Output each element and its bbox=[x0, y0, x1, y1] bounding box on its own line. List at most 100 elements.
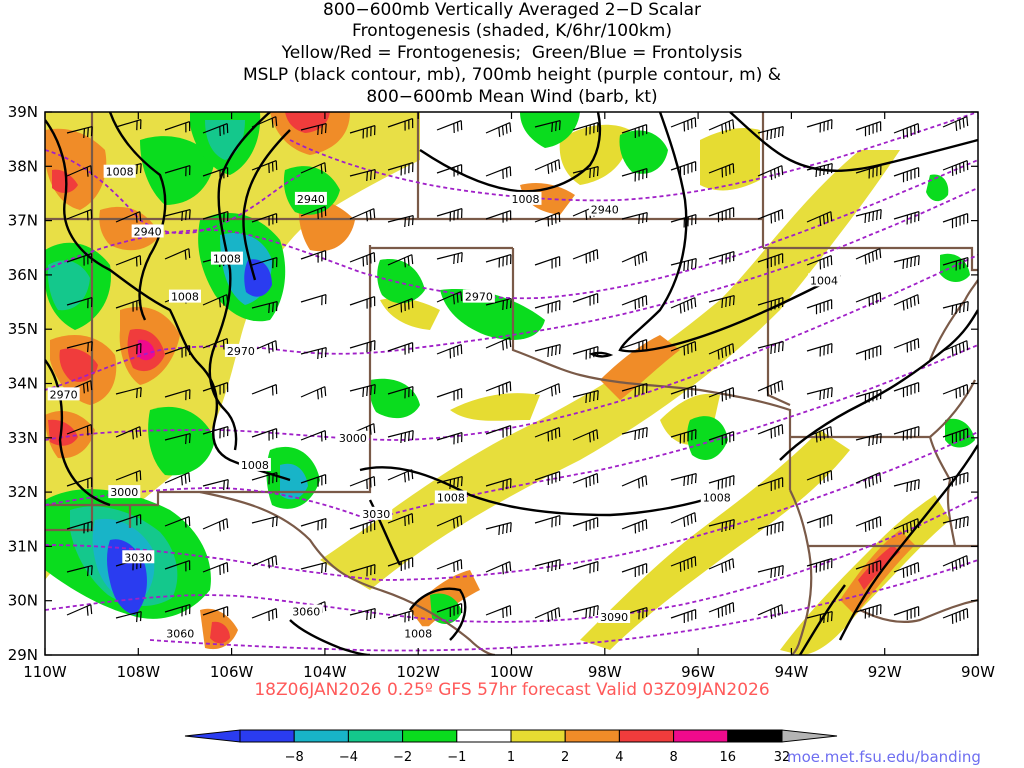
wind-barb bbox=[942, 428, 969, 444]
wind-barb bbox=[300, 293, 327, 306]
wind-barb bbox=[621, 475, 648, 489]
height-label: 3090 bbox=[598, 609, 631, 624]
wind-barb bbox=[300, 517, 327, 531]
wind-barb bbox=[66, 604, 93, 616]
wind-barb bbox=[300, 386, 327, 400]
wind-barb bbox=[300, 206, 327, 219]
wind-barb bbox=[621, 519, 648, 534]
wind-barb bbox=[572, 165, 599, 179]
lon-tick-label: 96W bbox=[681, 663, 715, 681]
wind-barb bbox=[893, 562, 920, 578]
height-label: 3000 bbox=[336, 430, 369, 445]
wind-barb bbox=[115, 514, 142, 526]
wind-barb bbox=[757, 604, 784, 619]
wind-barb bbox=[670, 213, 697, 228]
wind-barb bbox=[708, 294, 735, 309]
wind-barb bbox=[164, 248, 191, 260]
wind-barb bbox=[572, 604, 599, 619]
wind-barb bbox=[942, 515, 969, 530]
lat-tick-label: 30N bbox=[8, 592, 38, 610]
wind-barb bbox=[757, 520, 784, 536]
svg-text:1008: 1008 bbox=[241, 459, 269, 472]
wind-barb bbox=[164, 472, 191, 486]
title-line-3: Yellow/Red = Frontogenesis; Green/Blue =… bbox=[281, 43, 743, 63]
wind-barb bbox=[708, 602, 735, 618]
wind-barb bbox=[485, 122, 512, 137]
wind-barb bbox=[66, 125, 93, 139]
frontogenesis-colorbar: −8 −4 −2 −1 1 2 4 8 16 32 bbox=[184, 729, 838, 765]
colorbar-label: 4 bbox=[615, 750, 623, 765]
wind-barb bbox=[855, 208, 882, 224]
wind-barb bbox=[66, 296, 93, 309]
wind-barb bbox=[942, 160, 969, 176]
wind-barb bbox=[202, 382, 229, 395]
colorbar-label: 2 bbox=[561, 750, 569, 765]
credit-url[interactable]: moe.met.fsu.edu/banding bbox=[787, 748, 981, 766]
wind-barb bbox=[708, 250, 735, 265]
wind-barb bbox=[534, 383, 561, 397]
wind-barb bbox=[534, 119, 561, 133]
wind-barb bbox=[436, 559, 463, 572]
wind-barb bbox=[202, 294, 229, 308]
wind-barb bbox=[708, 474, 735, 490]
wind-barb bbox=[534, 212, 561, 227]
wind-barb bbox=[485, 297, 512, 311]
wind-barb bbox=[893, 294, 920, 311]
wind-barb bbox=[66, 209, 93, 221]
wind-barb bbox=[485, 425, 512, 438]
wind-barb bbox=[387, 429, 414, 444]
svg-text:3000: 3000 bbox=[339, 432, 367, 445]
mslp-label: 1008 bbox=[238, 457, 271, 472]
wind-barb bbox=[485, 477, 512, 491]
wind-barb bbox=[893, 167, 920, 183]
wind-barb bbox=[806, 211, 833, 226]
wind-barb bbox=[436, 388, 463, 401]
wind-barb bbox=[300, 122, 327, 136]
wind-barb bbox=[534, 159, 561, 174]
wind-barb bbox=[572, 345, 599, 360]
colorbar-label: −8 bbox=[285, 750, 304, 765]
wind-barb bbox=[436, 603, 463, 617]
wind-barbs bbox=[66, 116, 969, 625]
mslp-label: 1008 bbox=[168, 289, 201, 304]
wind-barb bbox=[164, 516, 191, 528]
svg-text:2940: 2940 bbox=[591, 204, 619, 217]
lat-tick-label: 33N bbox=[8, 429, 38, 447]
svg-text:1008: 1008 bbox=[437, 492, 465, 505]
wind-barb bbox=[387, 557, 414, 571]
colorbar-swatch bbox=[239, 729, 295, 743]
wind-barb bbox=[708, 387, 735, 402]
wind-barb bbox=[855, 603, 882, 619]
wind-barb bbox=[806, 426, 833, 443]
wind-barb bbox=[485, 605, 512, 618]
colorbar-label: 16 bbox=[720, 750, 737, 765]
wind-barb bbox=[534, 471, 561, 485]
wind-barb bbox=[251, 555, 278, 569]
wind-barb bbox=[621, 563, 648, 577]
wind-barb bbox=[164, 121, 191, 133]
wind-barb bbox=[621, 382, 648, 397]
wind-barb bbox=[164, 560, 191, 572]
wind-barb bbox=[806, 610, 833, 625]
wind-barb bbox=[251, 160, 278, 173]
wind-barb bbox=[164, 603, 191, 617]
lat-tick-label: 39N bbox=[8, 103, 38, 121]
wind-barb bbox=[806, 342, 833, 357]
plot-area: 1008 1008 1008 1008 1008 1008 1008 1008 1004 2940… bbox=[45, 112, 978, 655]
title-line-4: MSLP (black contour, mb), 700mb height (… bbox=[242, 65, 782, 85]
svg-text:1008: 1008 bbox=[703, 492, 731, 505]
wind-barb bbox=[251, 428, 278, 441]
title-line-2: Frontogenesis (shaded, K/6hr/100km) bbox=[352, 21, 672, 41]
lon-tick-label: 92W bbox=[868, 663, 902, 681]
wind-barb bbox=[115, 470, 142, 482]
wind-barb bbox=[485, 210, 512, 223]
mslp-label: 1008 bbox=[434, 490, 467, 505]
wind-barb bbox=[708, 558, 735, 573]
lon-tick-label: 108W bbox=[117, 663, 161, 681]
svg-text:3090: 3090 bbox=[600, 611, 628, 624]
wind-barb bbox=[572, 560, 599, 574]
height-label: 2970 bbox=[47, 387, 80, 401]
svg-text:2940: 2940 bbox=[134, 225, 162, 238]
svg-text:3030: 3030 bbox=[124, 551, 152, 564]
